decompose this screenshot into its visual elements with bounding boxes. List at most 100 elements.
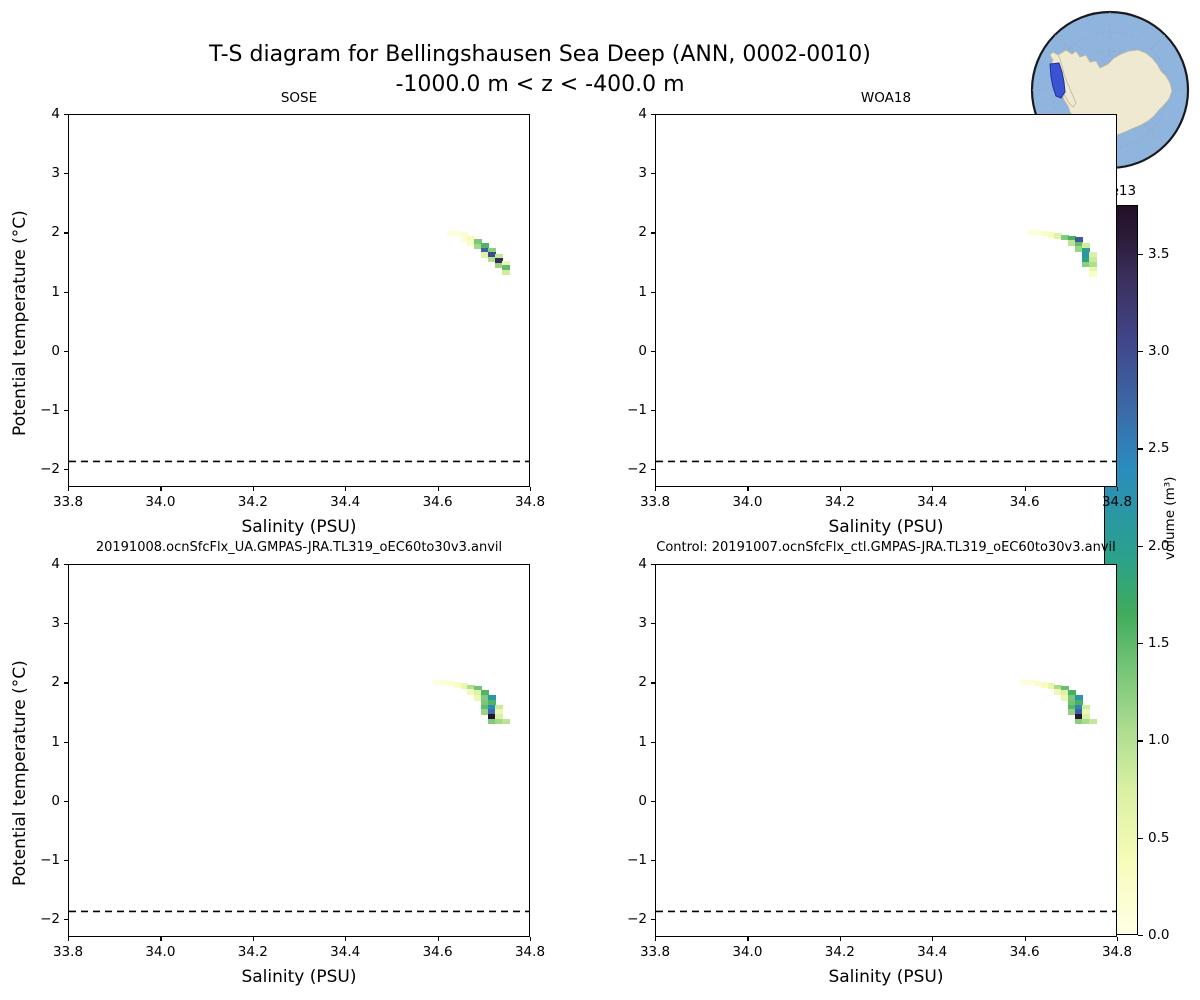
y-tick-label: −1 — [40, 852, 60, 868]
x-tick — [68, 487, 70, 491]
histogram-cell — [453, 682, 462, 688]
x-tick — [252, 937, 254, 941]
x-axis-label: Salinity (PSU) — [241, 967, 357, 987]
y-tick-label: −1 — [627, 852, 647, 868]
figure-title-line1: T-S diagram for Bellingshausen Sea Deep … — [209, 42, 871, 67]
axes-sose[interactable]: 27.50 — [68, 114, 530, 487]
colorbar-tick — [1138, 643, 1143, 645]
y-tick-label: 1 — [51, 283, 60, 300]
panel-title-woa18: WOA18 — [860, 90, 912, 106]
histogram-cell — [1054, 684, 1062, 690]
histogram-cell — [1075, 246, 1083, 252]
y-tick — [64, 350, 68, 352]
histogram-cell — [1089, 252, 1097, 258]
x-tick — [160, 487, 162, 491]
colorbar-tick-label: 0.5 — [1148, 829, 1170, 846]
x-tick — [932, 937, 934, 941]
x-tick-label: 33.8 — [52, 494, 84, 510]
x-tick — [747, 937, 749, 941]
colorbar-tick-label: 2.5 — [1148, 440, 1170, 457]
histogram-cell — [1082, 714, 1090, 720]
x-tick — [655, 487, 657, 491]
histogram-cell — [467, 235, 475, 242]
y-tick — [64, 860, 68, 862]
x-tick — [160, 937, 162, 941]
histogram-cell — [1089, 718, 1097, 725]
colorbar-tick — [1138, 448, 1143, 450]
histogram-cell — [446, 231, 455, 237]
contour-layer: 27.50 — [656, 460, 1116, 463]
histogram-cell — [1089, 271, 1097, 277]
histogram-cell — [474, 685, 482, 692]
y-tick-label: 1 — [638, 283, 647, 300]
y-tick-label: 0 — [638, 792, 647, 809]
x-tick-label: 34.4 — [917, 494, 948, 510]
colorbar-tick-label: 0.0 — [1148, 927, 1170, 943]
histogram-cell — [502, 270, 510, 276]
x-tick-label: 34.6 — [1009, 494, 1040, 510]
y-tick — [651, 623, 655, 625]
highlight-region-bellingshausen — [1049, 62, 1066, 99]
y-tick-label: −1 — [40, 402, 60, 418]
y-tick-label: 2 — [638, 224, 647, 241]
y-tick-label: 3 — [638, 615, 647, 632]
y-tick-label: 0 — [51, 792, 60, 809]
histogram-cell — [1068, 699, 1076, 706]
histogram-cell — [467, 684, 475, 690]
histogram-cell — [481, 252, 489, 258]
colorbar-label: volume (m³) — [1162, 476, 1178, 560]
x-tick-label: 34.6 — [1009, 944, 1040, 960]
y-tick-label: 4 — [51, 556, 60, 572]
histogram-cell — [1054, 689, 1062, 695]
x-tick-label: 34.8 — [1101, 944, 1133, 960]
y-tick — [651, 919, 655, 921]
y-tick-label: 4 — [638, 106, 647, 122]
x-tick-label: 34.0 — [145, 944, 176, 960]
y-tick — [651, 564, 655, 566]
histogram-cell — [495, 258, 503, 264]
histogram-cell — [474, 239, 482, 245]
x-tick-label: 34.6 — [422, 944, 453, 960]
colorbar-tick — [1138, 545, 1143, 547]
x-tick — [932, 487, 934, 491]
histogram-cell — [460, 236, 469, 243]
x-tick — [1024, 937, 1026, 941]
histogram-cell — [488, 257, 496, 263]
histogram-cell — [495, 253, 503, 259]
x-tick — [530, 487, 532, 491]
y-tick — [64, 469, 68, 471]
x-axis-label: Salinity (PSU) — [828, 517, 944, 537]
y-tick-label: 3 — [51, 165, 60, 182]
histogram-cell — [453, 231, 462, 237]
histogram-cell — [502, 718, 510, 725]
histogram-cell — [1075, 236, 1083, 243]
histogram-cell — [1068, 709, 1076, 715]
x-tick — [437, 937, 439, 941]
axes-model[interactable]: 27.50 — [68, 564, 530, 937]
y-tick — [64, 741, 68, 743]
histogram-cell — [467, 240, 475, 246]
y-tick-label: −1 — [627, 402, 647, 418]
y-tick — [64, 173, 68, 175]
axes-control[interactable]: 27.50 — [655, 564, 1117, 937]
x-tick-label: 34.2 — [237, 944, 268, 960]
colorbar-tick-label: 1.5 — [1148, 635, 1170, 651]
y-tick-label: 3 — [638, 165, 647, 182]
y-tick — [64, 800, 68, 802]
histogram-cell — [1068, 235, 1076, 242]
panel-title-control: Control: 20191007.ocnSfcFlx_ctl.GMPAS-JR… — [656, 540, 1116, 555]
histogram-cell — [481, 709, 489, 715]
histogram-cell — [488, 718, 496, 725]
y-tick-label: 3 — [51, 615, 60, 632]
histogram-cell — [502, 260, 510, 266]
axes-woa18[interactable]: 27.50 — [655, 114, 1117, 487]
y-tick-label: 4 — [51, 106, 60, 122]
histogram-cell — [1047, 683, 1056, 689]
y-tick-label: −2 — [627, 911, 647, 928]
x-tick — [839, 937, 841, 941]
colorbar-tick — [1138, 740, 1143, 742]
histogram-cell — [439, 679, 448, 686]
histogram-cell — [1026, 679, 1035, 686]
histogram-cell — [1082, 252, 1090, 258]
y-tick — [64, 919, 68, 921]
